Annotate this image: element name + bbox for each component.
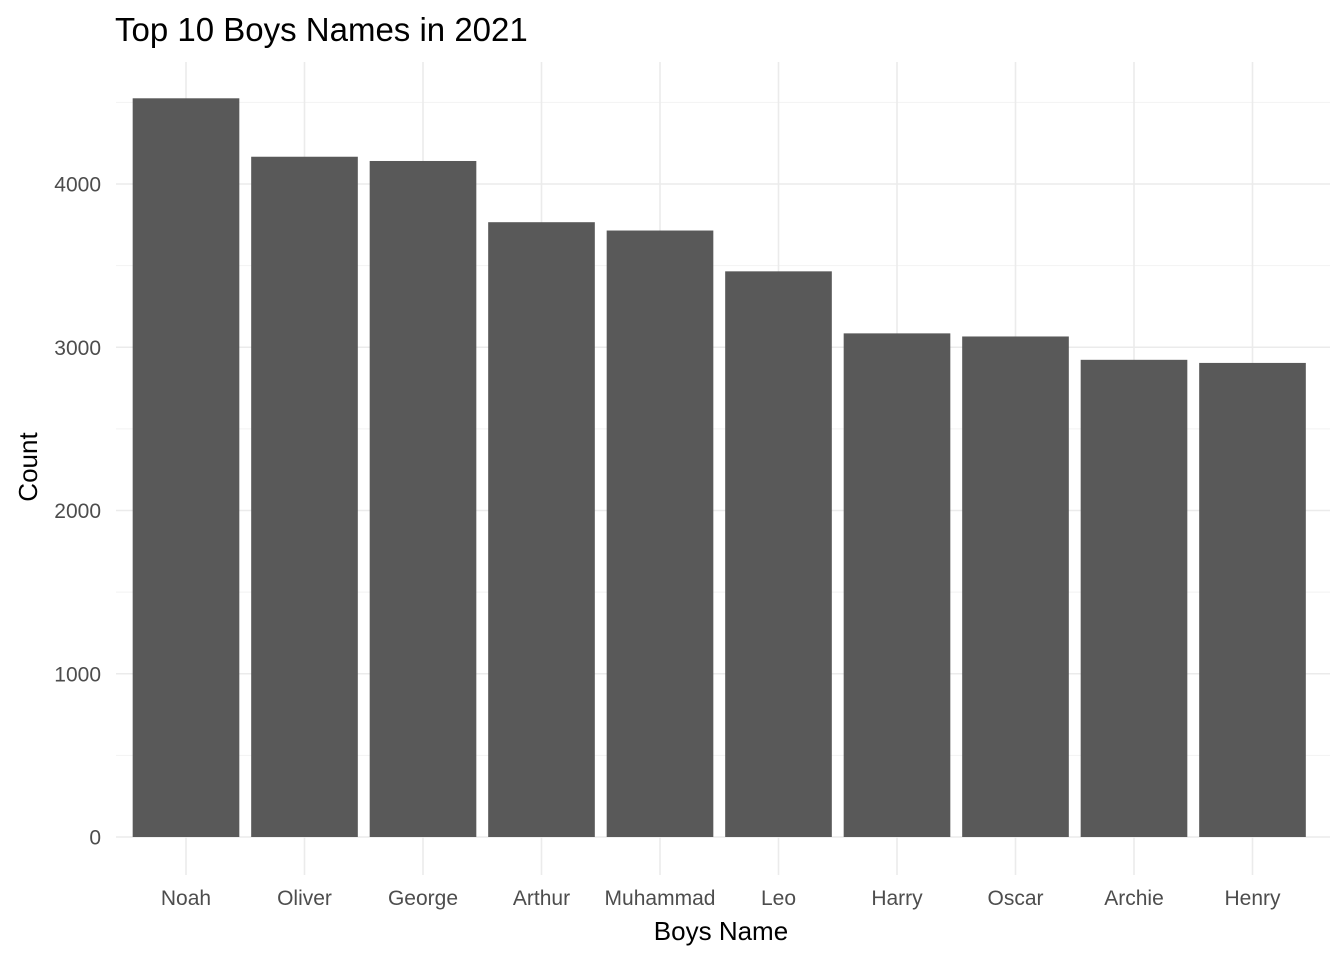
x-tick-label: George	[388, 887, 458, 910]
x-tick-label: Leo	[761, 887, 796, 910]
bar-noah	[132, 98, 240, 837]
y-tick-label: 0	[89, 827, 101, 850]
x-tick-label: Oscar	[987, 887, 1043, 910]
bar-muhammad	[606, 230, 714, 837]
y-tick-label: 3000	[54, 337, 101, 360]
x-tick-label: Archie	[1104, 887, 1164, 910]
y-tick-label: 2000	[54, 500, 101, 523]
y-tick-label: 4000	[54, 174, 101, 197]
bar-arthur	[488, 222, 595, 837]
x-tick-label: Arthur	[513, 887, 570, 910]
bar-henry	[1199, 362, 1306, 837]
x-tick-label: Noah	[161, 887, 211, 910]
y-axis-title: Count	[13, 432, 43, 502]
bar-harry	[843, 333, 951, 837]
x-tick-label: Muhammad	[605, 887, 716, 910]
bar-archie	[1080, 359, 1188, 837]
bar-leo	[725, 271, 832, 837]
bar-george	[369, 160, 477, 837]
x-axis-ticks: Noah Oliver George Arthur Muhammad Leo Harry Os…	[161, 887, 1281, 910]
chart-title: Top 10 Boys Names in 2021	[115, 11, 528, 48]
x-tick-label: Henry	[1224, 887, 1281, 910]
y-tick-label: 1000	[54, 663, 101, 686]
bars	[132, 98, 1306, 837]
x-tick-label: Harry	[871, 887, 923, 910]
x-tick-label: Oliver	[277, 887, 332, 910]
y-axis-ticks: 0 1000 2000 3000 4000	[54, 174, 101, 850]
bar-oliver	[251, 156, 358, 837]
bar-oscar	[962, 336, 1069, 837]
x-axis-title: Boys Name	[654, 916, 788, 946]
